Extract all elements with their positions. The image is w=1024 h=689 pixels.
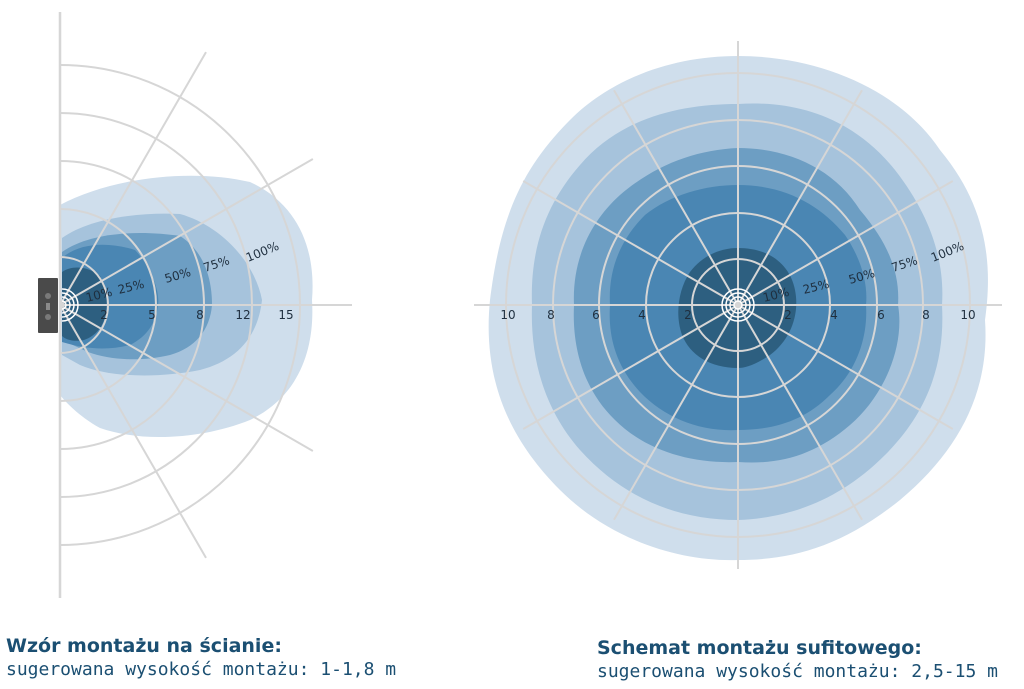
ceiling-caption-title: Schemat montażu sufitowego: (597, 637, 922, 659)
wall-caption-title: Wzór montażu na ścianie: (6, 635, 282, 657)
ceiling-dist-right-2: 2 (784, 308, 792, 322)
ceiling-grid-spoke-3 (737, 304, 863, 521)
wall-grid-spoke-4 (59, 304, 314, 452)
wall-grid-spoke-5 (59, 304, 207, 559)
ceiling-distance-labels: 10 8 6 4 2 2 4 6 8 10 (500, 308, 975, 322)
wall-wave-2 (61, 296, 71, 314)
ceiling-diagram: 10% 25% 50% 75% 100% 10 8 6 4 2 2 4 6 8 … (474, 41, 1002, 569)
ceiling-dist-left-8: 8 (547, 308, 555, 322)
ceiling-mounting-caption: Schemat montażu sufitowego: sugerowana w… (597, 636, 998, 684)
ceiling-grid-spoke-12 (737, 180, 954, 306)
ceiling-wave-right-2 (737, 296, 747, 314)
ceiling-dist-left-10: 10 (500, 308, 515, 322)
ceiling-sensor-waves (721, 288, 755, 322)
wall-caption-subtitle: sugerowana wysokość montażu: 1-1,8 m (6, 659, 397, 680)
wall-dist-12: 12 (235, 308, 250, 322)
ceiling-label-10: 10% (761, 285, 790, 305)
ceiling-wave-left-4 (721, 288, 739, 322)
wall-grid-spoke-1 (59, 51, 207, 306)
ceiling-dist-left-4: 4 (638, 308, 646, 322)
wall-sensor-waves (61, 288, 79, 322)
ceiling-dist-right-8: 8 (922, 308, 930, 322)
wall-dist-2: 2 (100, 308, 108, 322)
ceiling-label-25: 25% (801, 277, 830, 297)
ceiling-grid-spoke-6 (522, 304, 739, 430)
ceiling-grid-spoke-9 (613, 89, 739, 306)
ceiling-wave-right-3 (737, 292, 751, 318)
wall-distance-labels: 2 5 8 12 15 (100, 308, 293, 322)
wall-dist-15: 15 (278, 308, 293, 322)
ceiling-caption-subtitle: sugerowana wysokość montażu: 2,5-15 m (597, 661, 998, 682)
wall-label-10: 10% (84, 285, 113, 305)
wall-mounting-caption: Wzór montażu na ścianie: sugerowana wyso… (6, 634, 396, 682)
ceiling-wave-left-1 (733, 300, 739, 310)
ceiling-dist-right-10: 10 (960, 308, 975, 322)
coverage-diagrams: 10% 25% 50% 75% 100% 2 5 8 12 15 10% 25%… (38, 12, 1002, 598)
ceiling-wave-left-2 (729, 296, 739, 314)
ceiling-dist-left-2: 2 (684, 308, 692, 322)
wall-device (38, 278, 58, 333)
wall-label-25: 25% (116, 277, 145, 297)
ceiling-wave-right-4 (737, 288, 755, 322)
wall-diagram: 10% 25% 50% 75% 100% 2 5 8 12 15 (38, 12, 352, 598)
ceiling-grid-spoke-2 (737, 304, 954, 430)
wall-wave-1 (61, 300, 67, 310)
wall-dist-8: 8 (196, 308, 204, 322)
wall-grid-spoke-2 (59, 158, 314, 306)
ceiling-dist-right-4: 4 (830, 308, 838, 322)
ceiling-wave-left-3 (725, 292, 739, 318)
ceiling-grid-spoke-5 (613, 304, 739, 521)
wall-wave-4 (61, 288, 79, 322)
wall-dist-5: 5 (148, 308, 156, 322)
ceiling-grid-spoke-11 (737, 89, 863, 306)
ceiling-grid-spoke-8 (522, 180, 739, 306)
wall-grid (59, 51, 352, 559)
ceiling-grid (474, 41, 1002, 569)
wall-wave-3 (61, 292, 75, 318)
ceiling-dist-right-6: 6 (877, 308, 885, 322)
ceiling-dist-left-6: 6 (592, 308, 600, 322)
ceiling-wave-right-1 (737, 300, 743, 310)
wall-coverage-zones (60, 175, 313, 438)
